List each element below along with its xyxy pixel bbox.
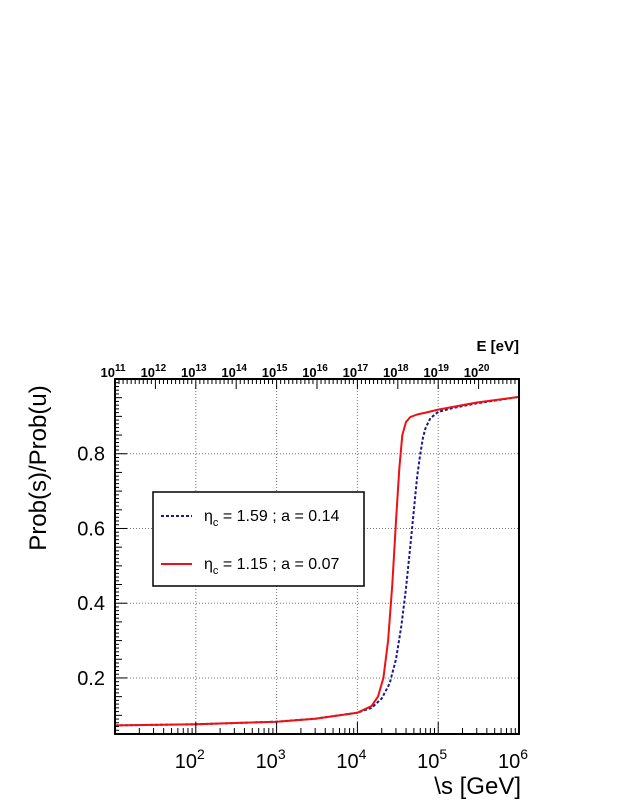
legend-label-series-1: ηc = 1.59 ; a = 0.14 bbox=[204, 508, 339, 529]
tick-labels: 102 103 104 105 106 0.2 0.4 0.6 0.8 1011 1012 1013 1… bbox=[77, 363, 528, 773]
series-line-2 bbox=[114, 395, 520, 727]
legend-box bbox=[152, 491, 365, 587]
y-tick-label: 0.2 bbox=[77, 668, 105, 690]
x-tick-label: 105 bbox=[417, 746, 447, 773]
top-axis-label: E [eV] bbox=[476, 338, 519, 355]
top-tick-label: 1011 bbox=[100, 363, 125, 380]
x-tick-label: 103 bbox=[256, 746, 286, 773]
top-tick-label: 1016 bbox=[302, 363, 328, 380]
top-tick-label: 1014 bbox=[221, 363, 247, 380]
top-tick-label: 1018 bbox=[383, 363, 409, 380]
x-axis-label: \s [GeV] bbox=[434, 773, 521, 800]
legend: ηc = 1.59 ; a = 0.14 ηc = 1.15 ; a = 0.0… bbox=[152, 491, 365, 587]
top-tick-label: 1020 bbox=[464, 363, 490, 380]
x-tick-label: 104 bbox=[336, 746, 366, 773]
y-tick-label: 0.4 bbox=[77, 593, 105, 615]
top-tick-label: 1019 bbox=[423, 363, 449, 380]
series-layer bbox=[114, 395, 520, 727]
axis-ticks bbox=[114, 378, 520, 735]
top-tick-label: 1015 bbox=[262, 363, 288, 380]
y-tick-label: 0.6 bbox=[77, 518, 105, 540]
top-tick-label: 1013 bbox=[181, 363, 207, 380]
y-axis-label: Prob(s)/Prob(u) bbox=[25, 385, 52, 550]
y-tick-label: 0.8 bbox=[77, 444, 105, 466]
top-tick-label: 1017 bbox=[343, 363, 369, 380]
x-tick-label: 102 bbox=[175, 746, 205, 773]
x-tick-label: 106 bbox=[498, 746, 528, 773]
legend-label-series-2: ηc = 1.15 ; a = 0.07 bbox=[204, 556, 339, 577]
top-tick-label: 1012 bbox=[141, 363, 167, 380]
